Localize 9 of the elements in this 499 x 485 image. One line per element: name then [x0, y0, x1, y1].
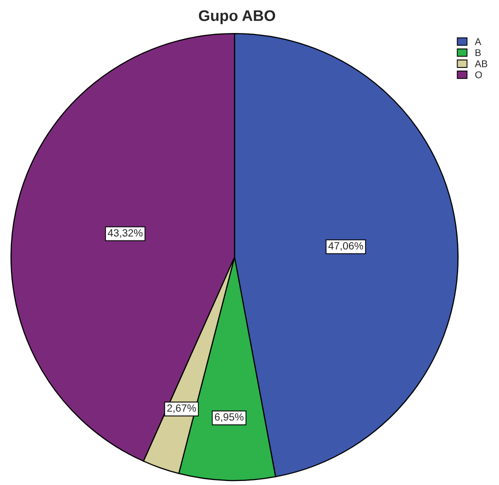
data-label: 43,32%	[108, 229, 143, 238]
legend-label: O	[475, 71, 482, 78]
legend-label: B	[476, 49, 481, 56]
data-label: 2,67%	[167, 404, 196, 413]
legend-label: AB	[474, 60, 488, 68]
legend-label: A	[474, 38, 482, 45]
data-label: 47,06%	[328, 242, 364, 251]
data-label: 6,95%	[214, 413, 244, 422]
chart-title: Gupo ABO	[198, 10, 276, 24]
